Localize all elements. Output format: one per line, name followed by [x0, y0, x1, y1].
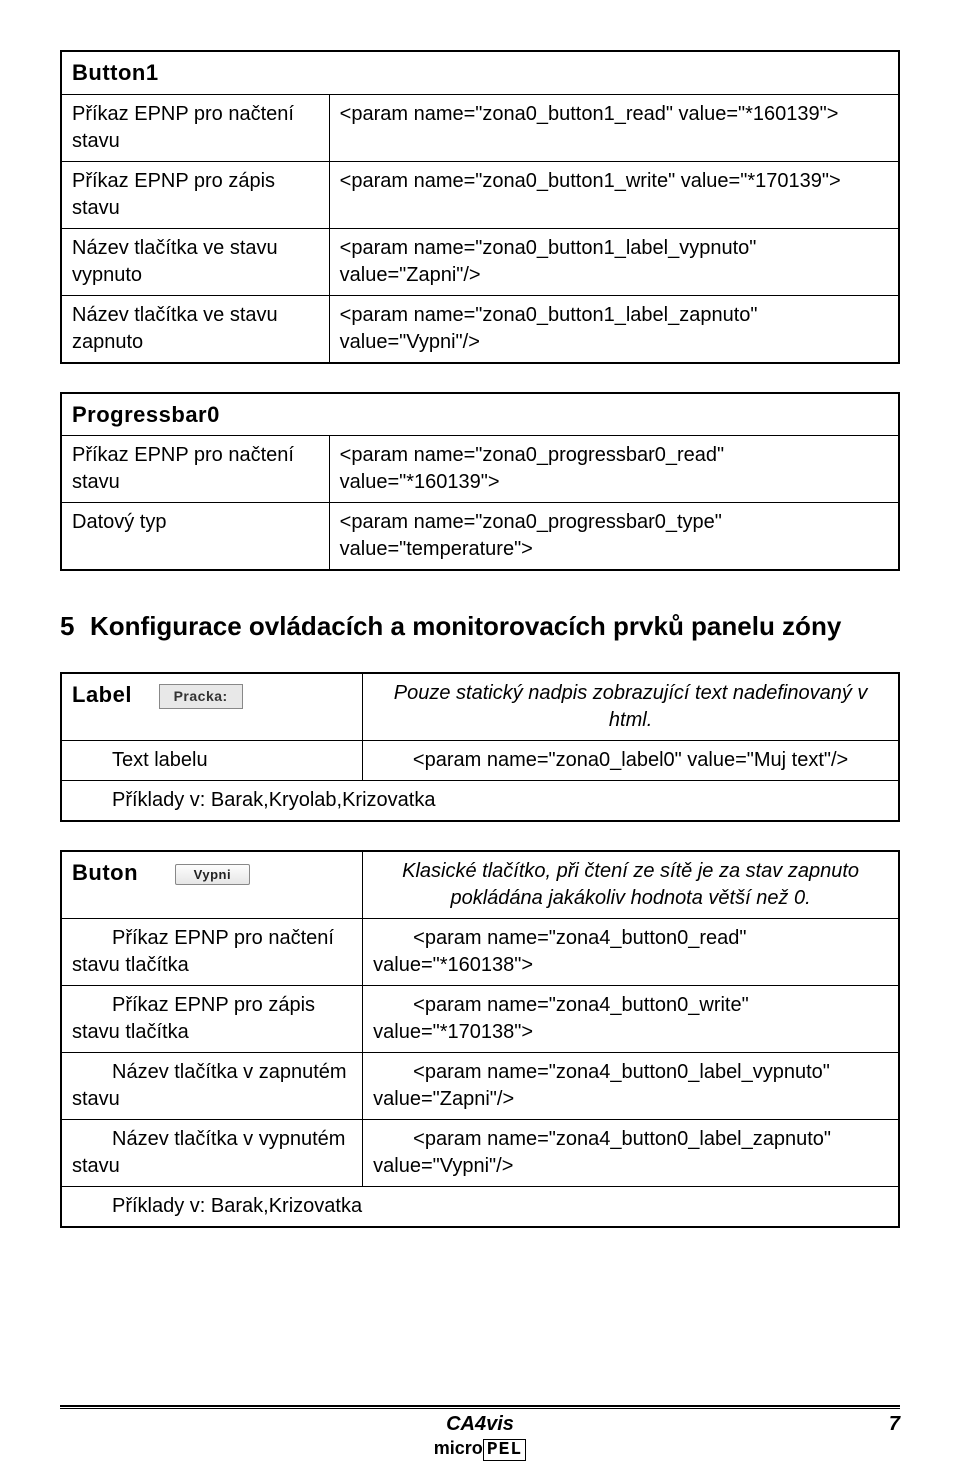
buton-row-label: Název tlačítka v vypnutém stavu [61, 1120, 363, 1187]
buton-row-label: Název tlačítka v zapnutém stavu [61, 1053, 363, 1120]
page-footer: CA4vis 7 microPEL [60, 1405, 900, 1461]
progressbar0-row-label: Datový typ [61, 503, 329, 571]
buton-row-value: <param name="zona4_button0_read" value="… [363, 919, 899, 986]
label-examples-cell: Příklady v: Barak,Kryolab,Krizovatka [61, 781, 899, 822]
button1-row-value: <param name="zona0_button1_label_vypnuto… [329, 228, 899, 295]
button1-title: Button1 [61, 51, 899, 94]
button1-row-label: Příkaz EPNP pro načtení stavu [61, 94, 329, 161]
buton-row-value-text: <param name="zona4_button0_read" value="… [373, 925, 888, 979]
buton-row-value: <param name="zona4_button0_label_zapnuto… [363, 1120, 899, 1187]
buton-row-value-text: <param name="zona4_button0_label_zapnuto… [373, 1126, 888, 1180]
buton-examples: Příklady v: Barak,Krizovatka [72, 1193, 888, 1220]
button1-row-value: <param name="zona0_button1_write" value=… [329, 161, 899, 228]
buton-row-value-text: <param name="zona4_button0_label_vypnuto… [373, 1059, 888, 1113]
button1-row-label: Název tlačítka ve stavu vypnuto [61, 228, 329, 295]
button1-table: Button1 Příkaz EPNP pro načtení stavu <p… [60, 50, 900, 364]
progressbar0-row-label: Příkaz EPNP pro načtení stavu [61, 436, 329, 503]
button1-row-label: Název tlačítka ve stavu zapnuto [61, 295, 329, 363]
buton-row-label: Příkaz EPNP pro načtení stavu tlačítka [61, 919, 363, 986]
section-5-heading: 5 Konfigurace ovládacích a monitorovacíc… [60, 611, 900, 642]
buton-title-cell: Buton Vypni [61, 851, 363, 919]
button1-row-label: Příkaz EPNP pro zápis stavu [61, 161, 329, 228]
buton-row-label-text: Příkaz EPNP pro zápis stavu tlačítka [72, 992, 352, 1046]
buton-examples-cell: Příklady v: Barak,Krizovatka [61, 1187, 899, 1228]
buton-desc: Klasické tlačítko, při čtení ze sítě je … [363, 851, 899, 919]
label-row-label-text: Text labelu [72, 747, 352, 774]
buton-widget-preview: Vypni [175, 864, 250, 886]
button1-row-value: <param name="zona0_button1_label_zapnuto… [329, 295, 899, 363]
button1-row-value: <param name="zona0_button1_read" value="… [329, 94, 899, 161]
buton-row-label-text: Název tlačítka v vypnutém stavu [72, 1126, 352, 1180]
section-number: 5 [60, 611, 90, 642]
footer-title: CA4vis [446, 1413, 514, 1436]
buton-row-value: <param name="zona4_button0_label_vypnuto… [363, 1053, 899, 1120]
buton-row-label: Příkaz EPNP pro zápis stavu tlačítka [61, 986, 363, 1053]
buton-row-value: <param name="zona4_button0_write" value=… [363, 986, 899, 1053]
footer-logo: microPEL [60, 1438, 900, 1461]
footer-page-number: 7 [889, 1413, 900, 1436]
label-title: Label [72, 682, 132, 707]
progressbar0-table: Progressbar0 Příkaz EPNP pro načtení sta… [60, 392, 900, 572]
label-title-cell: Label Pracka: [61, 673, 363, 741]
label-row-label: Text labelu [61, 741, 363, 781]
label-row-value: <param name="zona0_label0" value="Muj te… [363, 741, 899, 781]
footer-logo-left: micro [434, 1438, 483, 1458]
footer-rule [60, 1405, 900, 1409]
progressbar0-row-value: <param name="zona0_progressbar0_type" va… [329, 503, 899, 571]
section-title: Konfigurace ovládacích a monitorovacích … [90, 611, 900, 642]
buton-table: Buton Vypni Klasické tlačítko, při čtení… [60, 850, 900, 1228]
footer-logo-right: PEL [483, 1439, 526, 1461]
buton-title: Buton [72, 860, 138, 885]
footer-row: CA4vis 7 [60, 1413, 900, 1436]
label-examples: Příklady v: Barak,Kryolab,Krizovatka [72, 787, 888, 814]
label-desc: Pouze statický nadpis zobrazující text n… [363, 673, 899, 741]
buton-row-value-text: <param name="zona4_button0_write" value=… [373, 992, 888, 1046]
buton-row-label-text: Příkaz EPNP pro načtení stavu tlačítka [72, 925, 352, 979]
buton-row-label-text: Název tlačítka v zapnutém stavu [72, 1059, 352, 1113]
label-table: Label Pracka: Pouze statický nadpis zobr… [60, 672, 900, 822]
progressbar0-row-value: <param name="zona0_progressbar0_read" va… [329, 436, 899, 503]
label-widget-preview: Pracka: [159, 684, 243, 709]
progressbar0-title: Progressbar0 [61, 393, 899, 436]
